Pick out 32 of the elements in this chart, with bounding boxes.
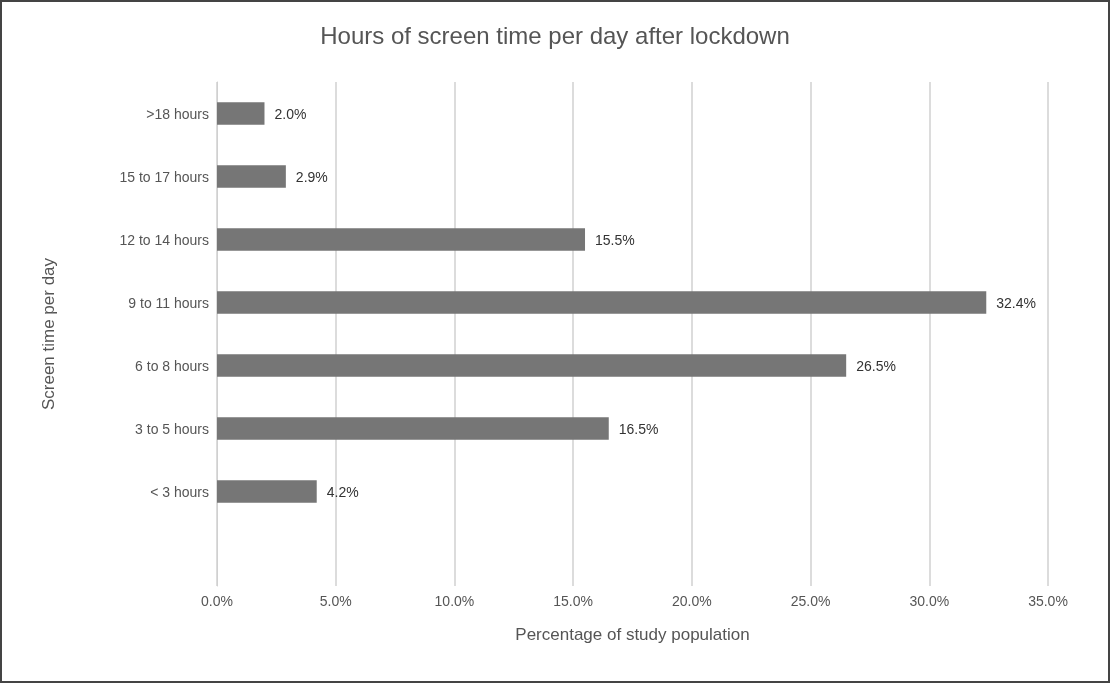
y-axis-title: Screen time per day <box>39 257 58 411</box>
bar <box>217 102 265 125</box>
data-label: 26.5% <box>856 357 896 374</box>
y-tick-label: 9 to 11 hours <box>128 294 209 311</box>
x-tick-label: 30.0% <box>909 593 950 609</box>
bar <box>217 291 987 314</box>
bar <box>217 417 609 440</box>
chart-title: Hours of screen time per day after lockdown <box>320 21 790 49</box>
x-axis-title: Percentage of study population <box>515 625 750 644</box>
x-tick-label: 10.0% <box>434 593 475 609</box>
y-tick-label: < 3 hours <box>150 483 209 500</box>
x-tick-label: 5.0% <box>319 593 352 609</box>
x-tick-label: 0.0% <box>201 593 233 609</box>
x-tick-label: 20.0% <box>672 593 712 609</box>
bar <box>217 354 847 377</box>
y-tick-label: 12 to 14 hours <box>119 231 209 248</box>
y-tick-label: >18 hours <box>146 105 209 122</box>
data-label: 2.0% <box>274 105 307 122</box>
bar <box>217 480 317 503</box>
data-label: 15.5% <box>595 231 635 248</box>
data-label: 2.9% <box>295 168 328 185</box>
x-tick-label: 15.0% <box>553 593 593 609</box>
bar <box>217 165 286 188</box>
y-tick-label: 15 to 17 hours <box>119 168 209 185</box>
y-tick-label: 6 to 8 hours <box>135 357 209 374</box>
data-label: 4.2% <box>326 483 359 500</box>
data-label: 16.5% <box>618 420 659 437</box>
x-tick-label: 25.0% <box>790 593 831 609</box>
data-label: 32.4% <box>996 294 1036 311</box>
bar <box>217 228 586 251</box>
y-tick-label: 3 to 5 hours <box>135 420 209 437</box>
x-tick-label: 35.0% <box>1028 593 1068 609</box>
